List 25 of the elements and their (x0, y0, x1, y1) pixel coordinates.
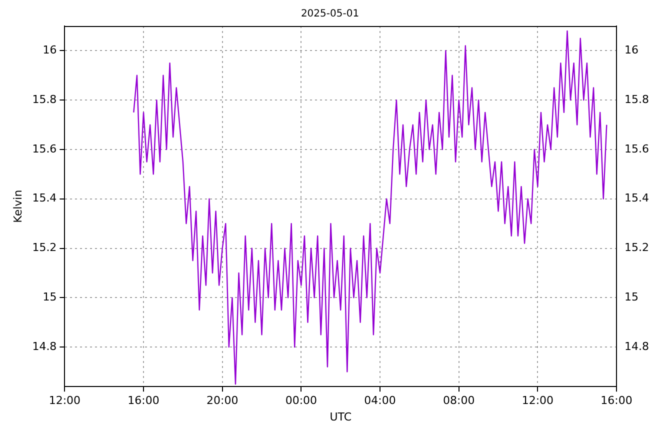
x-axis-title: UTC (330, 410, 352, 424)
y-tick-label: 16 (42, 44, 57, 57)
x-tick-label: 12:00 (48, 394, 81, 408)
y2-tick-label: 15.8 (624, 92, 650, 106)
x-tick-label: 12:00 (522, 394, 554, 408)
y2-tick-label: 15.2 (624, 241, 650, 254)
x-tick-label: 20:00 (206, 394, 238, 408)
x-tick-label: 04:00 (364, 394, 396, 408)
y2-tick-label: 15.4 (624, 192, 650, 205)
y2-tick-label: 15 (624, 290, 639, 304)
x-tick-label: 00:00 (285, 394, 318, 408)
x-tick-label: 08:00 (442, 394, 475, 408)
x-tick-label: 16:00 (600, 394, 632, 408)
y2-tick-label: 14.8 (624, 340, 650, 353)
y-tick-label: 15.4 (32, 192, 57, 205)
x-tick-label: 16:00 (128, 394, 160, 408)
y-tick-label: 15.2 (32, 241, 57, 254)
y2-tick-label: 15.6 (624, 142, 650, 156)
y-tick-label: 15.6 (32, 142, 57, 156)
chart-title: 2025-05-01 (300, 8, 360, 20)
y2-tick-label: 16 (624, 44, 639, 57)
y-axis-title: Kelvin (11, 190, 24, 223)
y-tick-label: 14.8 (32, 340, 57, 353)
y-tick-label: 15 (42, 290, 57, 304)
y-tick-label: 15.8 (32, 92, 57, 106)
